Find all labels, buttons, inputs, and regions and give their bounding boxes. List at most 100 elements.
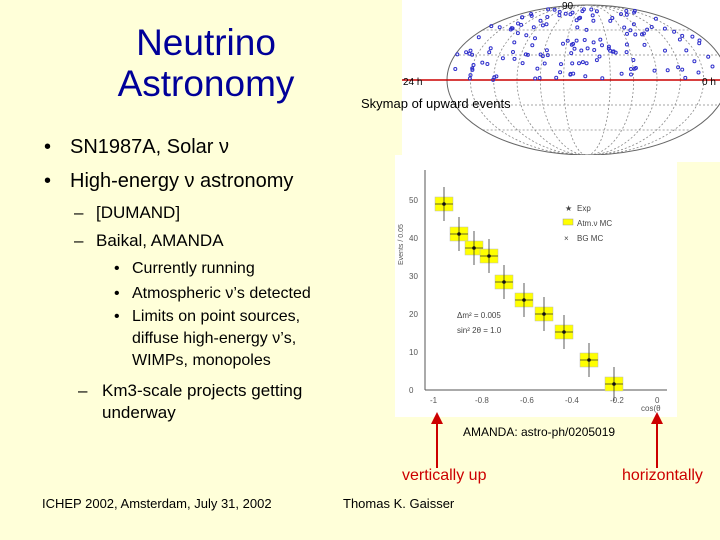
plot-y-tick: 0 (409, 386, 414, 395)
skymap-event-dot (552, 7, 557, 12)
skymap-event-dot (683, 75, 688, 80)
plot-data-point (542, 312, 546, 316)
skymap-event-dot (491, 77, 496, 82)
skymap-event-dot (544, 48, 549, 53)
skymap-event-dot (631, 58, 636, 62)
skymap-event-dot (471, 63, 476, 67)
skymap-left-label: 24 h (403, 77, 422, 88)
skymap-event-dot (535, 66, 540, 71)
skymap-event-dot (594, 9, 599, 14)
skymap-event-dot (600, 43, 604, 48)
skymap-event-dot (624, 12, 629, 17)
plot-annotation-sin2: sin² 2θ = 1.0 (457, 326, 502, 335)
skymap-event-dot (584, 27, 589, 32)
plot-data-point (457, 232, 461, 236)
skymap-event-dot (591, 18, 596, 23)
bullet-item: • High-energy ν astronomy (44, 170, 294, 192)
plot-y-tick: 40 (409, 234, 418, 243)
skymap-event-dot (572, 46, 577, 51)
arrow-up-label: vertically up (402, 467, 487, 484)
skymap-event-dot (487, 50, 492, 55)
plot-data-point (522, 298, 526, 302)
skymap-event-dot (516, 21, 520, 26)
skymap-event-dot (529, 12, 534, 16)
plot-x-tick: 0 (655, 396, 660, 405)
skymap-event-dot (649, 25, 654, 29)
skymap-top-label: 90 (562, 1, 574, 12)
plot-x-tick: -0.8 (475, 396, 489, 405)
skymap-event-dot (540, 23, 545, 28)
skymap-event-dot (619, 71, 624, 76)
plot-annotation-dm2: Δm² = 0.005 (457, 311, 501, 320)
bullet-item: • Atmospheric ν’s detected (114, 285, 311, 302)
skymap-event-dot (697, 41, 702, 46)
skymap-event-dot (557, 9, 562, 14)
skymap-event-dot (619, 12, 623, 17)
plot-legend-bg: BG MC (577, 234, 603, 243)
skymap-event-dot (672, 29, 677, 34)
skymap-event-dot (574, 38, 579, 43)
skymap-event-dot (542, 61, 547, 66)
arrow-up-icon (431, 412, 443, 468)
skymap-event-dot (574, 18, 579, 23)
plot-x-tick: -0.2 (610, 396, 624, 405)
skymap-event-dot (568, 71, 573, 76)
skymap-event-dot (590, 13, 595, 18)
skymap-event-dot (624, 50, 629, 55)
skymap-event-dot (633, 66, 638, 70)
title-line-2: Astronomy (117, 63, 295, 104)
skymap-event-dot (692, 59, 697, 64)
skymap-event-dot (581, 7, 586, 12)
footer-conference: ICHEP 2002, Amsterdam, July 31, 2002 (42, 496, 272, 511)
skymap-event-dot (582, 38, 587, 42)
skymap-event-dot (598, 37, 603, 42)
skymap-event-dot (645, 27, 650, 32)
skymap-event-dot (563, 11, 568, 16)
skymap-event-dot (585, 46, 590, 51)
skymap-event-dot (476, 35, 481, 40)
slide-title: Neutrino Astronomy (92, 22, 320, 104)
skymap-event-dot (520, 15, 525, 20)
skymap-event-dot (608, 18, 613, 23)
skymap-event-dot (558, 70, 563, 75)
bullet-list-level2: – [DUMAND] – Baikal, AMANDA (74, 199, 224, 255)
skymap-event-dot (579, 48, 584, 53)
skymap-event-dot (680, 67, 685, 72)
skymap-event-dot (488, 46, 493, 51)
plot-data-point (472, 246, 476, 250)
skymap-event-dot (497, 25, 502, 30)
skymap-event-dot (589, 7, 594, 12)
title-line-1: Neutrino (136, 22, 276, 63)
plot-legend-atm: Atm.ν MC (577, 219, 612, 228)
skymap-event-dot (580, 60, 585, 65)
skymap-event-dot (533, 76, 538, 81)
skymap-event-dot (629, 67, 633, 71)
skymap-event-dot (508, 27, 513, 32)
skymap-event-dot (662, 26, 667, 31)
skymap-event-dot (577, 61, 581, 66)
skymap-event-dot (597, 54, 602, 59)
plot-y-tick: 10 (409, 348, 418, 357)
skymap-event-dot (592, 48, 597, 52)
plot-data-point (612, 382, 616, 386)
skymap-event-dot (546, 7, 551, 12)
bullet-list-level1: • SN1987A, Solar ν • High-energy ν astrono… (44, 130, 293, 198)
skymap-event-dot (559, 62, 563, 67)
skymap-event-dot (613, 50, 618, 55)
plot-data-point (502, 280, 506, 284)
skymap-event-dot (565, 38, 570, 43)
skymap-event-dot (677, 37, 682, 42)
plot-data-point (442, 202, 446, 206)
skymap-event-dot (710, 64, 715, 69)
skymap-event-dot (631, 22, 636, 27)
skymap-event-dot (544, 22, 549, 27)
skymap-event-dot (665, 68, 670, 73)
skymap-event-dot (624, 42, 629, 47)
skymap-event-dot (519, 22, 524, 27)
skymap-event-dot (680, 33, 685, 38)
skymap-event-dot (569, 42, 574, 47)
skymap-event-dot (554, 75, 559, 80)
bullet-item: – Baikal, AMANDA (74, 231, 224, 250)
skymap-event-dot (523, 52, 528, 57)
skymap-event-dot (515, 31, 520, 36)
